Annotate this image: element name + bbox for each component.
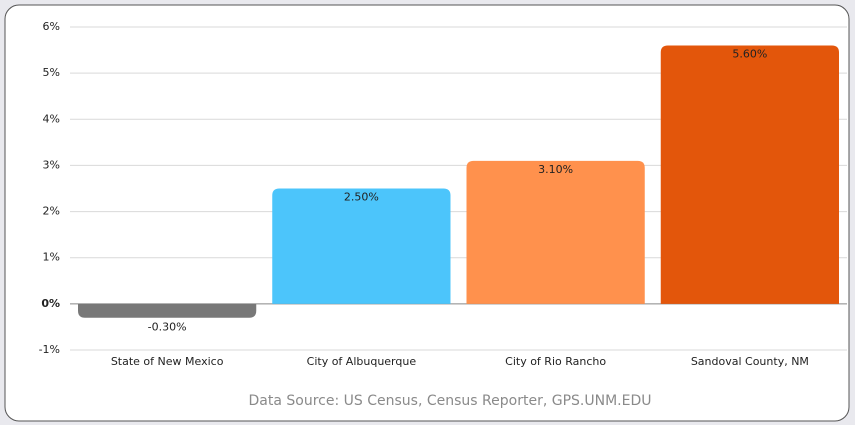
source-note: Data Source: US Census, Census Reporter,… [249,393,652,409]
value-label: 5.60% [732,47,767,60]
value-label: 3.10% [538,163,573,176]
x-tick-label: City of Albuquerque [307,355,417,368]
y-tick-label: 2% [43,205,60,218]
y-tick-label: 6% [43,20,60,33]
y-tick-label: 4% [43,112,60,125]
y-tick-label: 3% [43,158,60,171]
y-tick-label: -1% [39,343,60,356]
x-tick-label: State of New Mexico [111,355,224,368]
x-tick-label: City of Rio Rancho [505,355,606,368]
x-tick-label: Sandoval County, NM [691,355,809,368]
bar [272,188,451,304]
value-label: -0.30% [148,321,187,334]
value-label: 2.50% [344,191,379,204]
bar [660,45,839,304]
y-tick-label: 0% [41,297,60,310]
bar [466,160,645,304]
y-tick-label: 5% [43,66,60,79]
bar [78,303,257,318]
y-tick-label: 1% [43,251,60,264]
